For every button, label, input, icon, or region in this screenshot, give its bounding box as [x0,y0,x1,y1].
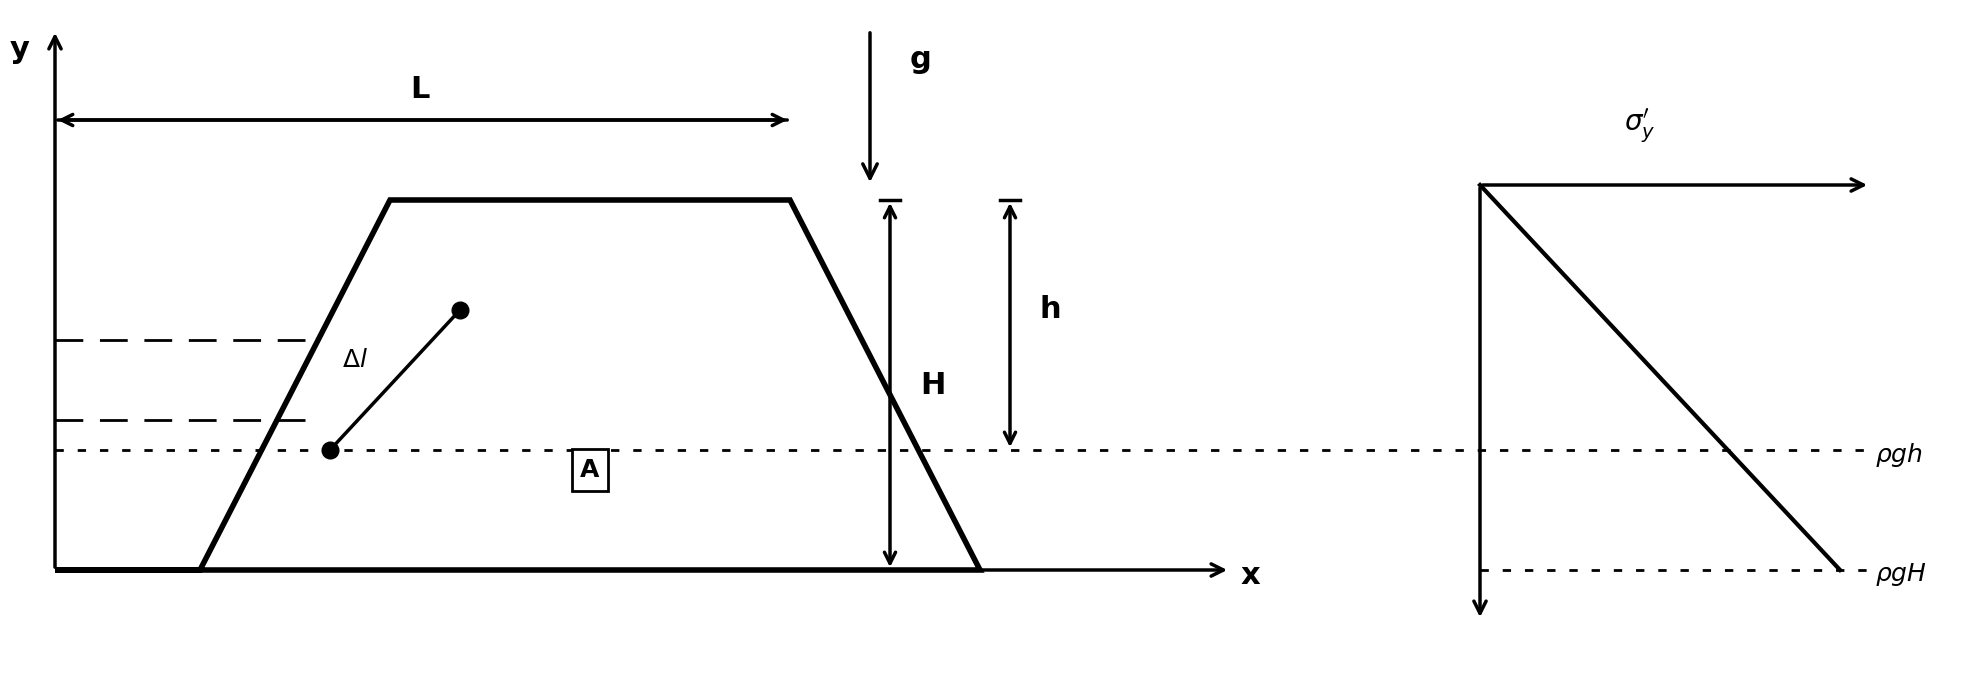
Text: g: g [910,45,932,75]
Text: x: x [1240,561,1260,589]
Text: $\sigma_y'$: $\sigma_y'$ [1625,106,1656,145]
Text: $\Delta l$: $\Delta l$ [341,348,369,372]
Text: A: A [581,458,600,482]
Text: L: L [410,75,430,104]
Text: h: h [1040,296,1061,325]
Text: H: H [920,370,946,399]
Text: $\rho g H$: $\rho g H$ [1876,561,1927,589]
Text: $\rho g h$: $\rho g h$ [1876,441,1923,469]
Text: y: y [10,35,29,64]
